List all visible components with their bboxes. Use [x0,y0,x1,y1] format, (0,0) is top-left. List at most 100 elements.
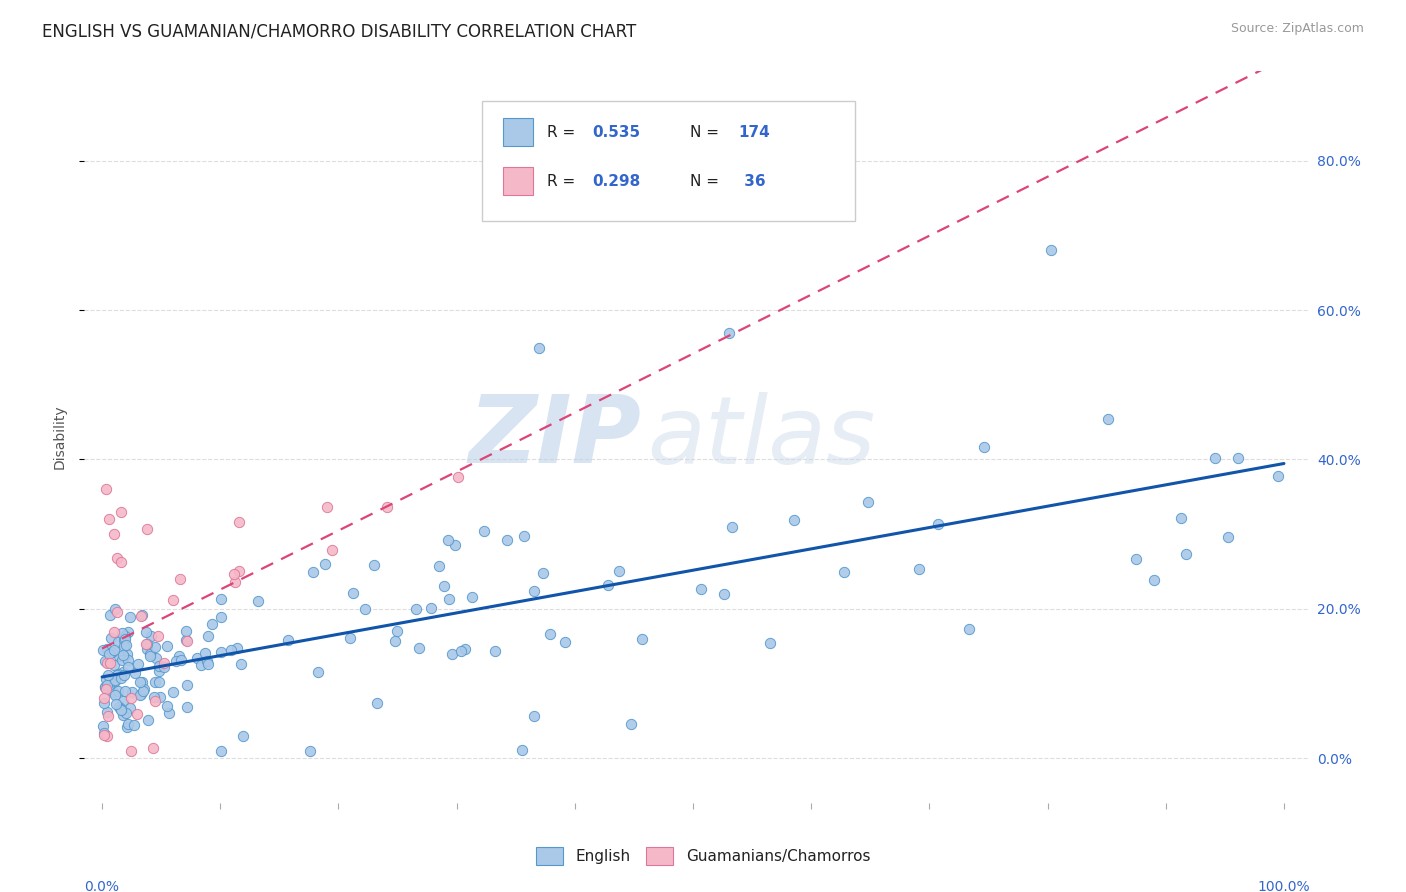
Point [209,645,232,659]
Text: ENGLISH VS GUAMANIAN/CHAMORRO DISABILITY CORRELATION CHART: ENGLISH VS GUAMANIAN/CHAMORRO DISABILITY… [42,22,637,40]
Point [93,726,115,740]
Point [510,743,533,757]
Point [299,743,322,757]
Point [439,592,461,607]
Point [96,705,118,719]
Text: 0.535: 0.535 [592,125,640,139]
Point [1204,451,1226,466]
Point [114,629,136,643]
Point [554,634,576,648]
Point [104,697,127,711]
Point [104,673,127,687]
Point [169,572,191,586]
Point [98,608,121,623]
Text: R =: R = [547,174,579,188]
Point [103,657,125,672]
Point [1267,468,1289,483]
Point [1097,412,1119,426]
Point [103,527,125,541]
Point [136,522,159,536]
Point [152,660,174,674]
Point [228,515,250,529]
Point [97,668,120,682]
Point [107,666,129,681]
FancyBboxPatch shape [503,118,533,146]
Point [143,674,166,689]
Point [143,694,166,708]
Text: N =: N = [690,174,724,188]
Point [209,592,232,607]
Point [135,625,157,640]
Point [155,639,177,653]
Point [114,684,136,698]
Point [107,634,129,648]
Point [405,602,427,616]
Point [143,690,166,704]
Point [156,698,179,713]
Point [419,601,441,615]
Point [908,562,931,576]
Point [108,699,131,714]
Point [112,639,135,653]
Point [94,681,117,695]
Text: 174: 174 [738,125,770,139]
Point [619,716,641,731]
Point [104,688,127,702]
Point [129,688,152,702]
Point [538,627,561,641]
Point [201,617,224,632]
Point [607,564,630,578]
Point [120,691,142,706]
Point [98,678,121,692]
Point [174,633,197,648]
Point [461,590,484,604]
Point [148,658,170,673]
Point [135,637,157,651]
Point [366,696,388,710]
Point [339,631,361,645]
Point [110,672,132,686]
FancyBboxPatch shape [503,167,533,195]
Point [195,654,218,668]
Point [145,640,167,654]
Point [93,728,115,742]
Point [197,629,219,643]
Point [522,709,544,723]
Point [114,638,136,652]
Point [427,559,450,574]
Point [531,566,554,581]
Point [96,657,118,671]
Point [93,691,115,706]
Point [385,624,408,638]
Point [148,664,170,678]
Point [115,647,138,661]
Point [162,592,184,607]
Y-axis label: Disability: Disability [52,405,66,469]
Point [690,582,713,596]
Point [112,668,135,682]
Point [94,673,117,687]
Point [114,632,136,646]
Point [115,720,138,734]
Point [104,601,127,615]
Point [226,640,249,655]
Point [129,687,152,701]
Point [190,657,212,672]
Point [110,702,132,716]
Point [1175,547,1198,561]
Point [713,587,735,601]
Point [229,657,252,671]
Point [176,678,198,692]
Point [342,585,364,599]
Point [927,516,949,531]
Point [129,609,152,624]
Point [141,629,163,643]
Point [107,683,129,698]
Text: 100.0%: 100.0% [1257,880,1310,892]
Point [523,584,546,599]
Point [321,542,343,557]
Point [186,651,208,665]
Point [232,729,254,743]
Text: R =: R = [547,125,579,139]
Point [110,555,132,569]
